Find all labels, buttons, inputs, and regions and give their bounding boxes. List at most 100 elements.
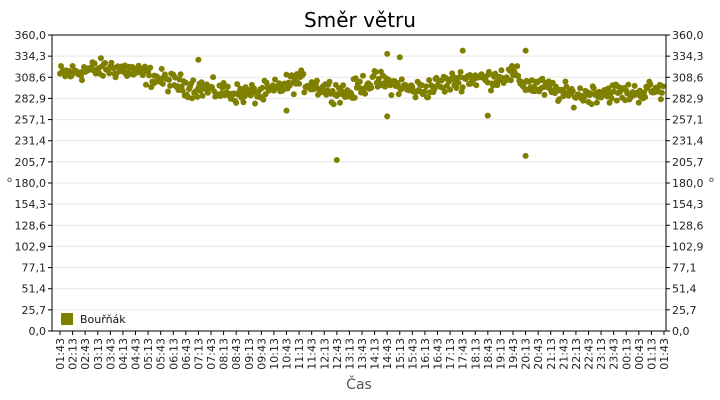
x-tick-label: 15:43 xyxy=(406,338,419,370)
y-tick-label-right: 308,6 xyxy=(672,71,704,84)
x-tick-label: 13:43 xyxy=(356,338,369,370)
data-point xyxy=(562,78,569,85)
x-tick-label: 14:43 xyxy=(381,338,394,370)
chart-title: Směr větru xyxy=(304,8,416,32)
y-tick-label-right: 0,0 xyxy=(672,325,690,338)
data-point xyxy=(326,78,333,85)
data-point xyxy=(556,96,563,103)
data-point xyxy=(421,88,428,95)
data-point xyxy=(423,83,429,90)
data-point xyxy=(195,56,202,63)
data-point xyxy=(375,75,382,82)
x-axis-label: Čas xyxy=(346,375,372,393)
data-point xyxy=(641,89,648,96)
data-point xyxy=(384,113,391,120)
y-tick-label-right: 25,7 xyxy=(672,304,697,317)
y-tick-label-left: 334,3 xyxy=(15,50,47,63)
x-tick-label: 20:13 xyxy=(520,338,533,370)
data-point xyxy=(563,83,570,90)
y-tick-label-right: 231,4 xyxy=(672,135,704,148)
y-tick-label-left: 205,7 xyxy=(15,156,47,169)
data-point xyxy=(588,101,595,108)
data-point xyxy=(252,100,258,107)
data-point xyxy=(593,99,600,106)
x-tick-label: 10:43 xyxy=(281,338,294,370)
x-tick-label: 01:43 xyxy=(54,338,67,370)
data-point xyxy=(300,70,307,77)
data-point xyxy=(97,55,104,62)
data-point xyxy=(233,99,240,106)
y-tick-label-right: 154,3 xyxy=(672,198,704,211)
y-axis-right: 0,0 25,7 51,4 77,1 102,9 128,6 154,3 180,0 205,7… xyxy=(666,29,704,338)
data-point xyxy=(625,81,632,88)
x-tick-label: 06:13 xyxy=(167,338,180,370)
y-tick-label-right: 77,1 xyxy=(672,262,697,275)
x-tick-label: 23:43 xyxy=(608,338,621,370)
x-tick-label: 09:43 xyxy=(255,338,268,370)
x-tick-label: 03:13 xyxy=(92,338,105,370)
data-point xyxy=(426,77,433,84)
data-point xyxy=(199,92,206,99)
data-point xyxy=(190,77,197,84)
data-points xyxy=(57,47,666,163)
data-point xyxy=(69,63,76,69)
y-tick-label-right: 360,0 xyxy=(672,29,704,42)
data-point xyxy=(660,83,666,90)
data-point xyxy=(340,82,347,89)
y-tick-label-right: 257,1 xyxy=(672,114,704,127)
data-point xyxy=(441,88,448,95)
data-point xyxy=(194,93,201,100)
data-point xyxy=(459,47,466,54)
data-point xyxy=(141,63,148,70)
y-tick-label-left: 128,6 xyxy=(15,219,47,232)
x-tick-label: 22:43 xyxy=(583,338,596,370)
y-tick-label-left: 102,9 xyxy=(15,240,47,253)
data-point xyxy=(234,81,241,88)
data-point xyxy=(613,97,620,104)
x-tick-label: 12:43 xyxy=(331,338,344,370)
data-point xyxy=(263,79,270,86)
y-tick-label-right: 334,3 xyxy=(672,50,704,63)
data-point xyxy=(240,99,247,106)
y-tick-label-left: 308,6 xyxy=(15,71,47,84)
x-tick-label: 16:13 xyxy=(419,338,432,370)
x-tick-label: 03:43 xyxy=(104,338,117,370)
data-point xyxy=(143,81,149,88)
data-point xyxy=(498,67,505,74)
y-axis-left: 0,0 25,7 51,4 77,1 102,9 128,6 154,3 180,0 205,7… xyxy=(15,29,52,338)
data-point xyxy=(484,112,491,119)
x-tick-label: 21:13 xyxy=(545,338,558,370)
data-point xyxy=(647,81,654,88)
data-point xyxy=(642,94,649,101)
x-tick-label: 02:43 xyxy=(79,338,92,370)
x-tick-label: 20:43 xyxy=(532,338,545,370)
data-point xyxy=(384,50,391,57)
data-point xyxy=(198,79,205,86)
y-tick-label-left: 360,0 xyxy=(15,29,47,42)
data-point xyxy=(425,94,432,101)
data-point xyxy=(146,72,153,79)
y-tick-label-right: 205,7 xyxy=(672,156,704,169)
data-point xyxy=(388,92,395,99)
x-tick-label: 05:43 xyxy=(155,338,168,370)
data-point xyxy=(394,80,401,87)
x-tick-label: 01:13 xyxy=(645,338,658,370)
data-point xyxy=(165,88,171,95)
data-point xyxy=(106,70,113,77)
data-point xyxy=(509,63,515,69)
x-tick-label: 17:13 xyxy=(444,338,457,370)
data-point xyxy=(159,80,166,87)
x-tick-label: 07:43 xyxy=(205,338,218,370)
x-tick-label: 18:13 xyxy=(469,338,482,370)
x-tick-label: 00:13 xyxy=(620,338,633,370)
x-tick-label: 06:43 xyxy=(180,338,193,370)
data-point xyxy=(453,85,460,91)
data-point xyxy=(457,69,464,75)
data-point xyxy=(549,79,556,86)
x-axis: 01:43 02:13 02:43 03:13 03:43 04:13 04:43 05:13… xyxy=(54,331,671,370)
data-point xyxy=(398,76,405,83)
y-tick-label-right: 102,9 xyxy=(672,240,704,253)
x-tick-label: 07:13 xyxy=(192,338,205,370)
x-tick-label: 10:13 xyxy=(268,338,281,370)
data-point xyxy=(189,95,196,102)
